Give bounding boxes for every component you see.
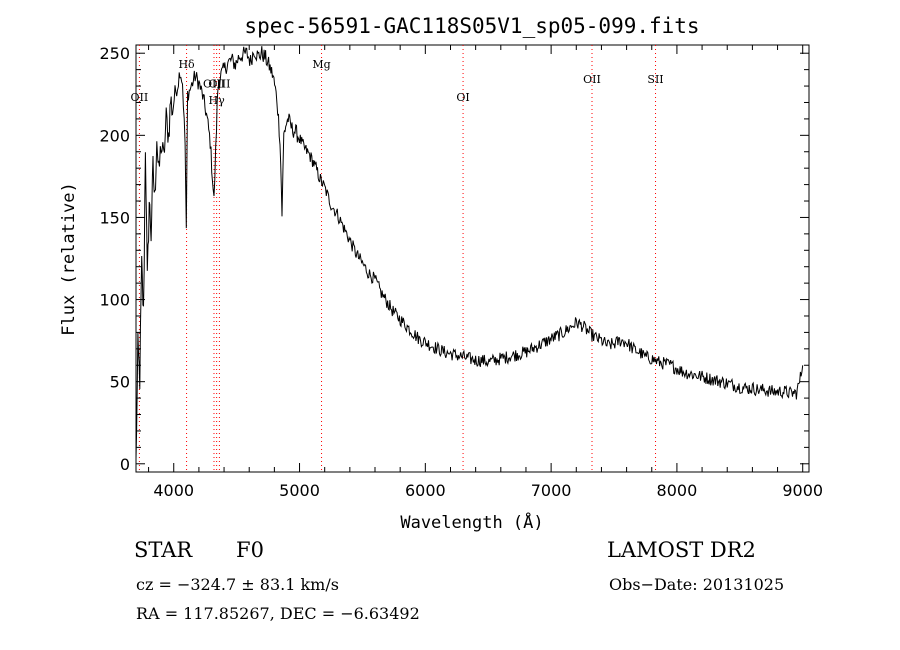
object-class: STAR — [134, 538, 193, 562]
chart-title: spec-56591-GAC118S05V1_sp05-099.fits — [244, 14, 699, 38]
y-tick-label: 200 — [99, 126, 130, 145]
observation-date: Obs−Date: 20131025 — [609, 575, 785, 594]
sky-coordinates: RA = 117.85267, DEC = −6.63492 — [136, 604, 420, 623]
x-tick-label: 5000 — [279, 481, 320, 500]
survey-name: LAMOST DR2 — [607, 538, 756, 562]
line-marker-label: OII — [583, 73, 601, 86]
axis-ticks: 4000 5000 6000 7000 8000 9000 0 50 100 150 200 250 — [99, 44, 823, 500]
object-subclass: F0 — [236, 538, 264, 562]
x-tick-label: 9000 — [782, 481, 823, 500]
x-tick-label: 4000 — [153, 481, 194, 500]
line-marker-label: SII — [647, 73, 663, 86]
y-tick-label: 0 — [120, 455, 130, 474]
y-axis-label: Flux (relative) — [59, 182, 79, 336]
x-tick-label: 8000 — [657, 481, 698, 500]
y-tick-label: 50 — [110, 373, 130, 392]
x-axis-label: Wavelength (Å) — [400, 511, 543, 533]
redshift-velocity: cz = −324.7 ± 83.1 km/s — [136, 575, 339, 594]
plot-frame — [135, 44, 810, 473]
y-tick-label: 250 — [99, 44, 130, 63]
spectrum-series-line — [135, 46, 804, 459]
y-tick-label: 100 — [99, 291, 130, 310]
line-marker-label: OI — [456, 91, 469, 104]
line-marker-label: OII — [131, 91, 149, 104]
x-tick-label: 6000 — [405, 481, 446, 500]
y-tick-label: 150 — [99, 208, 130, 227]
line-marker-label: Mg — [312, 58, 330, 71]
line-marker-label: Hδ — [178, 58, 195, 71]
x-tick-label: 7000 — [531, 481, 572, 500]
